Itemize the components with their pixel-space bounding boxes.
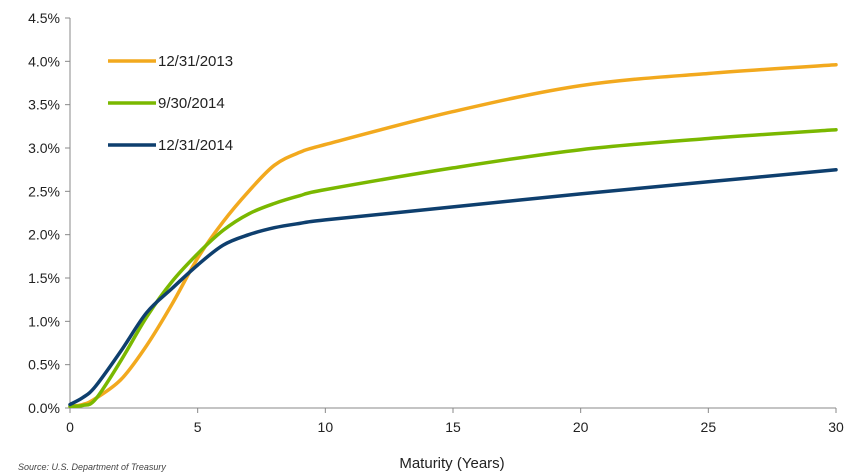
series-line-2 [68, 128, 838, 409]
x-tick-label: 30 [828, 419, 844, 435]
legend-label: 12/31/2013 [158, 53, 233, 70]
series-layer [68, 63, 838, 409]
y-tick-label: 3.5% [28, 97, 60, 113]
legend-label: 9/30/2014 [158, 95, 225, 112]
x-tick-label: 20 [573, 419, 589, 435]
source-note: Source: U.S. Department of Treasury [18, 462, 166, 472]
x-tick-label: 5 [194, 419, 202, 435]
y-tick-label: 2.0% [28, 227, 60, 243]
x-tick-label: 0 [66, 419, 74, 435]
y-tick-label: 1.5% [28, 270, 60, 286]
y-tick-label: 2.5% [28, 183, 60, 199]
axes: 0.0% 0.5% 1.0% 1.5% 2.0% 2.5% 3.0% 3.5% 4.0% 4.5%… [28, 10, 844, 435]
x-axis-title: Maturity (Years) [399, 455, 504, 472]
x-tick-label: 15 [445, 419, 461, 435]
series-line-1 [68, 63, 838, 409]
series-line-3 [68, 167, 838, 407]
y-tick-label: 1.0% [28, 313, 60, 329]
x-tick-label: 25 [701, 419, 717, 435]
y-tick-label: 0.0% [28, 400, 60, 416]
y-tick-label: 4.0% [28, 53, 60, 69]
y-tick-label: 3.0% [28, 140, 60, 156]
legend-label: 12/31/2014 [158, 137, 233, 154]
x-tick-label: 10 [318, 419, 334, 435]
y-tick-label: 0.5% [28, 357, 60, 373]
y-tick-label: 4.5% [28, 10, 60, 26]
legend: 12/31/2013 9/30/2014 12/31/2014 [108, 53, 233, 154]
